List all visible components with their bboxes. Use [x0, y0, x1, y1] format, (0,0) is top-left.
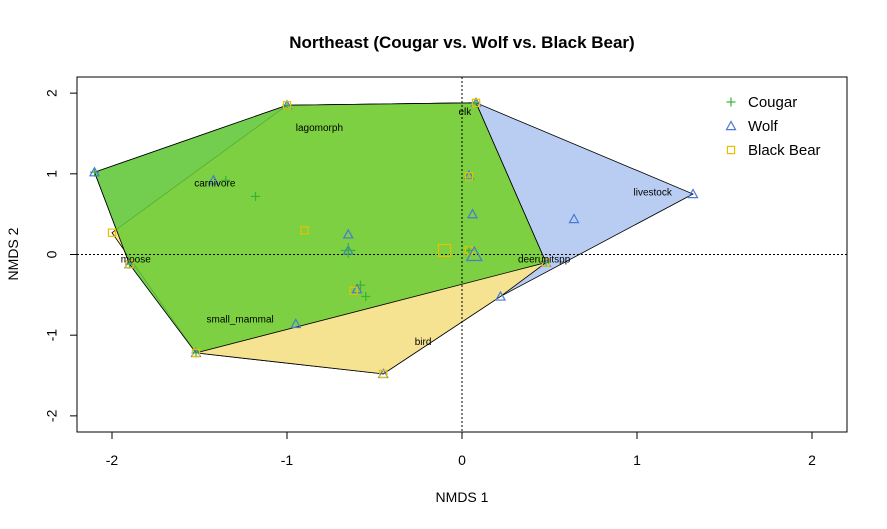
point-black-bear-2 — [349, 286, 358, 296]
species-labels: lagomorph elk carnivore livestock moose deeru… — [121, 107, 673, 348]
centroid-wolf — [465, 245, 483, 262]
point-wolf-0 — [207, 174, 220, 185]
legend-marker-black-bear — [726, 145, 736, 155]
centroid-black-bear — [437, 243, 452, 258]
point-black-bear-10 — [125, 259, 134, 269]
axes: -2 -1 0 1 2 -2 -1 0 1 2 — [44, 89, 816, 468]
point-black-bear-1 — [300, 226, 309, 235]
species-label-livestock: livestock — [634, 188, 673, 199]
point-cougar-1 — [221, 175, 231, 185]
legend: Cougar Wolf Black Bear — [725, 94, 821, 159]
centroid-cougar — [340, 242, 356, 258]
point-black-bear-6 — [191, 348, 201, 358]
legend-marker-cougar — [726, 97, 736, 107]
species-label-elk: elk — [459, 107, 473, 118]
legend-label-wolf: Wolf — [748, 118, 779, 135]
y-tick-label-0: -2 — [44, 409, 60, 422]
x-tick-label-2: 0 — [458, 452, 466, 468]
point-wolf-3 — [466, 208, 479, 219]
legend-marker-wolf — [725, 120, 737, 131]
species-label-carnivore: carnivore — [194, 179, 236, 190]
zero-reference-lines — [77, 77, 847, 432]
x-tick-label-4: 2 — [808, 452, 816, 468]
x-axis-label: NMDS 1 — [436, 489, 489, 505]
species-label-deerunitspp: deerunitspp — [518, 255, 571, 266]
point-wolf-4 — [463, 169, 475, 180]
x-tick-label-3: 1 — [633, 452, 641, 468]
chart-title: Northeast (Cougar vs. Wolf vs. Black Bea… — [289, 33, 634, 52]
hull-cougar — [93, 102, 547, 354]
point-black-bear-5 — [379, 369, 388, 379]
point-black-bear-3 — [464, 172, 474, 181]
species-label-bird: bird — [415, 337, 432, 348]
point-wolf-14 — [88, 166, 101, 177]
point-wolf-5 — [568, 213, 580, 224]
point-wolf-1 — [342, 228, 354, 239]
point-wolf-8 — [494, 290, 507, 301]
species-label-small-mammal: small_mammal — [207, 314, 274, 325]
legend-label-black-bear: Black Bear — [748, 142, 821, 159]
point-black-bear-7 — [541, 258, 551, 267]
point-cougar-0 — [251, 191, 260, 201]
point-cougar-3 — [361, 291, 371, 301]
point-wolf-9 — [687, 188, 699, 199]
x-tick-label-1: -1 — [281, 452, 294, 468]
y-tick-label-2: 0 — [44, 250, 60, 258]
x-tick-label-0: -2 — [106, 452, 119, 468]
y-tick-label-3: 1 — [44, 170, 60, 178]
data-points — [88, 97, 699, 379]
point-black-bear-9 — [282, 101, 292, 110]
y-tick-label-4: 2 — [44, 89, 60, 97]
species-label-moose: moose — [121, 255, 151, 266]
legend-label-cougar: Cougar — [748, 94, 797, 111]
point-wolf-6 — [290, 318, 302, 329]
hull-polygons — [93, 102, 694, 375]
y-tick-label-1: -1 — [44, 329, 60, 342]
y-axis-label: NMDS 2 — [5, 227, 21, 280]
species-label-lagomorph: lagomorph — [296, 123, 343, 134]
point-black-bear-8 — [471, 98, 481, 108]
point-black-bear-0 — [107, 228, 117, 237]
